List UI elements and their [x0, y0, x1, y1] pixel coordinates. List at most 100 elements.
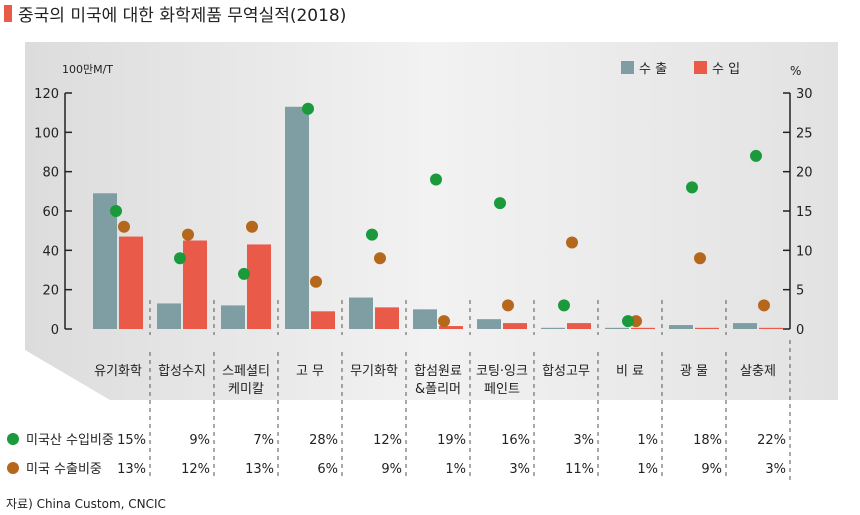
legend-label-import: 수 입: [712, 62, 740, 77]
bar-import: [375, 307, 399, 329]
chart-title: 중국의 미국에 대한 화학제품 무역실적(2018): [18, 6, 346, 26]
legend-label-export: 수 출: [639, 62, 667, 77]
category-label: 합섬원료: [414, 364, 462, 379]
dot-import-share: [238, 267, 250, 280]
bar-import: [631, 327, 655, 329]
y-tick-label: 100: [34, 126, 59, 141]
dot-import-share: [110, 205, 122, 217]
y2-tick-label: 30: [796, 87, 813, 102]
export-share-value: 1%: [445, 462, 466, 477]
bar-export: [733, 323, 757, 329]
import-share-value: 1%: [637, 433, 658, 448]
dot-import-share: [494, 197, 506, 210]
chart-background: [25, 42, 838, 400]
export-share-value: 12%: [181, 462, 210, 477]
bar-export: [669, 325, 693, 329]
bar-export: [285, 106, 309, 330]
import-share-value: 18%: [693, 433, 722, 448]
export-share-value: 13%: [245, 462, 274, 477]
dot-export-share: [182, 228, 194, 241]
dot-import-share: [686, 181, 698, 194]
dot-export-share: [438, 315, 450, 328]
import-share-value: 19%: [437, 433, 466, 448]
category-label: 무기화학: [350, 364, 398, 379]
export-share-value: 6%: [317, 462, 338, 477]
bar-export: [221, 305, 245, 329]
bar-import: [695, 327, 719, 329]
title-marker: [4, 5, 12, 22]
bar-import: [567, 323, 591, 329]
category-label: 합성수지: [158, 364, 206, 379]
bar-import: [119, 236, 143, 329]
dot-export-share: [118, 220, 130, 233]
bar-export: [349, 297, 373, 329]
dot-import-share: [558, 299, 570, 312]
category-label: 광 물: [680, 364, 708, 379]
y-tick-label: 40: [42, 244, 59, 259]
legend-dot-export-share: [7, 462, 19, 474]
bar-import: [759, 327, 783, 329]
export-share-value: 1%: [637, 462, 658, 477]
bar-export: [541, 327, 565, 329]
dot-export-share: [566, 236, 578, 249]
export-share-value: 9%: [381, 462, 402, 477]
bar-export: [413, 309, 437, 329]
category-label: 코팅·잉크: [476, 364, 528, 379]
dot-export-share: [374, 252, 386, 265]
source-note: 자료) China Custom, CNCIC: [6, 497, 166, 511]
y-tick-label: 120: [34, 87, 59, 102]
export-share-value: 3%: [765, 462, 786, 477]
legend-label-export-share: 미국 수출비중: [26, 462, 102, 477]
y-tick-label: 80: [42, 166, 59, 181]
y2-tick-label: 15: [796, 205, 813, 220]
category-label: 유기화학: [94, 364, 142, 379]
dot-export-share: [694, 252, 706, 265]
import-share-value: 15%: [117, 433, 146, 448]
dot-import-share: [430, 173, 442, 186]
bar-export: [477, 319, 501, 329]
category-label: 합성고무: [542, 364, 590, 379]
import-share-value: 12%: [373, 433, 402, 448]
y2-tick-label: 0: [796, 323, 804, 338]
legend-swatch-export: [621, 61, 634, 74]
export-share-value: 3%: [509, 462, 530, 477]
bar-import: [247, 244, 271, 329]
category-label: &폴리머: [415, 382, 461, 397]
import-share-value: 28%: [309, 433, 338, 448]
import-share-value: 7%: [253, 433, 274, 448]
category-label: 고 무: [296, 364, 324, 379]
import-share-value: 22%: [757, 433, 786, 448]
y-axis-label: 100만M/T: [62, 63, 113, 76]
y2-tick-label: 20: [796, 166, 813, 181]
bar-import: [503, 323, 527, 329]
dot-export-share: [246, 220, 258, 233]
bar-export: [157, 303, 181, 329]
export-share-value: 13%: [117, 462, 146, 477]
y2-axis-label: %: [790, 64, 801, 78]
dot-import-share: [750, 149, 762, 162]
category-label: 비 료: [616, 364, 644, 379]
dot-import-share: [174, 252, 186, 265]
y2-tick-label: 10: [796, 244, 813, 259]
dot-import-share: [302, 102, 314, 115]
y2-tick-label: 25: [796, 126, 813, 141]
import-share-value: 9%: [189, 433, 210, 448]
dot-export-share: [502, 299, 514, 312]
import-share-value: 3%: [573, 433, 594, 448]
y-tick-label: 0: [51, 323, 59, 338]
legend-label-import-share: 미국산 수입비중: [26, 433, 114, 448]
y-tick-label: 20: [42, 284, 59, 299]
category-label: 살충제: [740, 364, 776, 379]
bar-import: [311, 311, 335, 329]
legend-dot-import-share: [7, 433, 19, 445]
dot-import-share: [622, 315, 634, 328]
export-share-value: 11%: [565, 462, 594, 477]
dot-export-share: [758, 299, 770, 312]
bar-import: [183, 240, 207, 329]
y2-tick-label: 5: [796, 284, 804, 299]
bar-import: [439, 326, 463, 329]
export-share-value: 9%: [701, 462, 722, 477]
dot-export-share: [310, 275, 322, 288]
category-label: 케미칼: [228, 382, 264, 397]
dot-import-share: [366, 228, 378, 241]
